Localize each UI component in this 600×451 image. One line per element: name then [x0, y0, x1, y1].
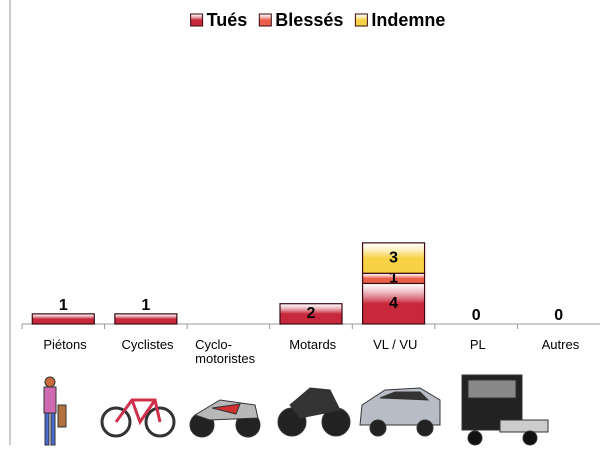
x-tick-label: Motards — [270, 338, 356, 352]
legend-swatch — [191, 14, 203, 26]
icons — [44, 375, 548, 445]
legend-swatch — [259, 14, 271, 26]
x-tick-label: Cyclo- motoristes — [195, 338, 281, 366]
x-tick-label: Piétons — [22, 338, 108, 352]
legend-label: Blessés — [275, 10, 343, 30]
data-label: 1 — [59, 297, 68, 314]
scooter-icon — [190, 400, 260, 437]
legend-label: Tués — [207, 10, 248, 30]
bar-segment — [32, 314, 94, 324]
legend-swatch — [355, 14, 367, 26]
truck-icon — [462, 375, 548, 445]
bicycle-icon — [102, 400, 174, 436]
data-label: 1 — [141, 297, 150, 314]
car-icon — [360, 388, 440, 436]
motorbike-icon — [278, 388, 350, 436]
data-label: 0 — [472, 307, 481, 324]
x-tick-label: Cyclistes — [105, 338, 191, 352]
data-label: 4 — [389, 295, 398, 312]
pedestrian-icon — [44, 377, 66, 445]
chart: 11241300TuésBlessésIndemne — [0, 0, 600, 451]
data-label: 0 — [554, 307, 563, 324]
bar-segment — [115, 314, 177, 324]
x-tick-label: VL / VU — [352, 338, 438, 352]
x-tick-label: PL — [435, 338, 521, 352]
data-label: 3 — [389, 249, 398, 266]
legend: Tués Blessés Indemne — [191, 10, 446, 30]
legend-label: Indemne — [371, 10, 445, 30]
data-label: 2 — [307, 305, 316, 322]
x-tick-label: Autres — [517, 338, 600, 352]
page: 11241300TuésBlessésIndemne PiétonsCyclis… — [0, 0, 600, 451]
